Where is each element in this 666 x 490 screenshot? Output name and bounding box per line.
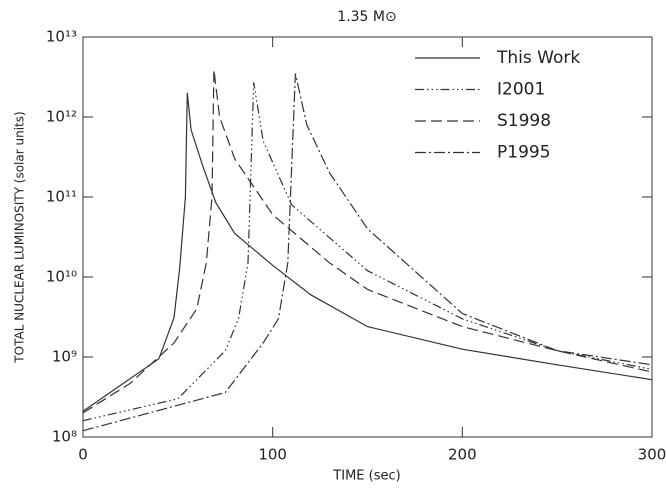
series-line	[82, 69, 653, 414]
y-tick-label: 10¹²	[46, 108, 77, 126]
x-tick-label: 200	[448, 446, 477, 464]
legend-label: This Work	[496, 48, 580, 68]
series-line	[82, 82, 653, 422]
legend-label: I2001	[497, 80, 545, 100]
x-tick-label: 0	[78, 446, 88, 464]
x-tick-label: 100	[258, 446, 287, 464]
y-tick-label: 10⁸	[52, 428, 77, 446]
x-axis-label: TIME (sec)	[332, 469, 400, 484]
x-tick-label: 300	[638, 446, 666, 464]
y-tick-label: 10¹⁰	[46, 268, 77, 286]
y-tick-label: 10¹³	[46, 28, 77, 46]
chart-title: 1.35 M⊙	[337, 9, 396, 25]
y-axis-label: TOTAL NUCLEAR LUMINOSITY (solar units)	[13, 111, 27, 363]
series-line	[82, 92, 653, 412]
series-line	[82, 73, 653, 432]
legend-label: S1998	[497, 111, 551, 131]
legend-label: P1995	[497, 143, 551, 163]
y-tick-label: 10⁹	[52, 348, 77, 366]
y-tick-label: 10¹¹	[46, 188, 77, 206]
plot-frame	[82, 36, 653, 438]
